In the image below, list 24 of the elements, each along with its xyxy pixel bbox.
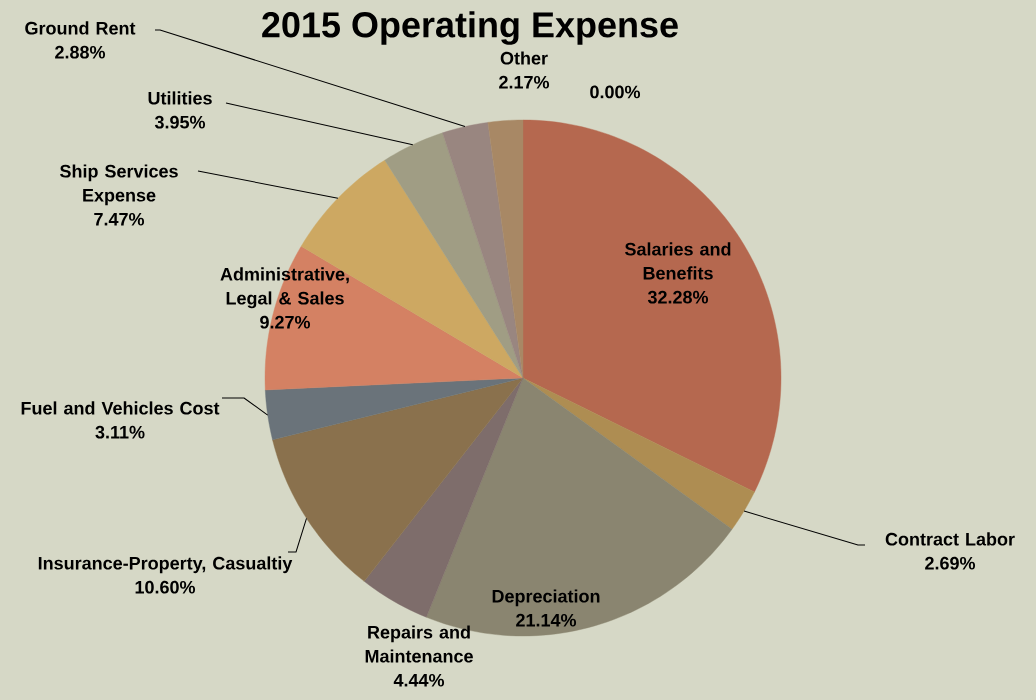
data-label: 7.47%	[94, 212, 145, 226]
data-label: 9.27%	[260, 315, 311, 329]
data-label: 4.44%	[393, 673, 445, 687]
slice-label: Ship Services Expense	[59, 164, 178, 206]
data-label: 3.95%	[154, 115, 206, 129]
data-label: 2.69%	[925, 556, 976, 570]
slice-label: Fuel and Vehicles Cost	[21, 401, 220, 415]
slice-label: Contract Labor	[885, 532, 1015, 546]
data-label: 10.60%	[135, 580, 196, 594]
data-label: 21.14%	[516, 613, 577, 627]
slice-label: Repairs and Maintenance	[365, 625, 473, 663]
slice-label: Other	[500, 51, 548, 65]
data-label: 32.28%	[647, 290, 709, 304]
slice-label: Depreciation	[492, 589, 600, 607]
slice-label: Salaries and Benefits	[625, 242, 731, 280]
slice-label: Administrative, Legal & Sales	[220, 267, 349, 309]
slice-label: Ground Rent	[25, 21, 136, 35]
data-label: 2.17%	[499, 75, 550, 89]
text: 0.00%	[590, 85, 641, 99]
data-label: 2.88%	[55, 45, 106, 59]
slice-label: Insurance-Property, Casualtiy	[38, 556, 293, 574]
data-label: 3.11%	[95, 425, 145, 439]
slice-label: Utilities	[148, 91, 212, 105]
chart-title: 2015 Operating Expense	[262, 11, 678, 45]
